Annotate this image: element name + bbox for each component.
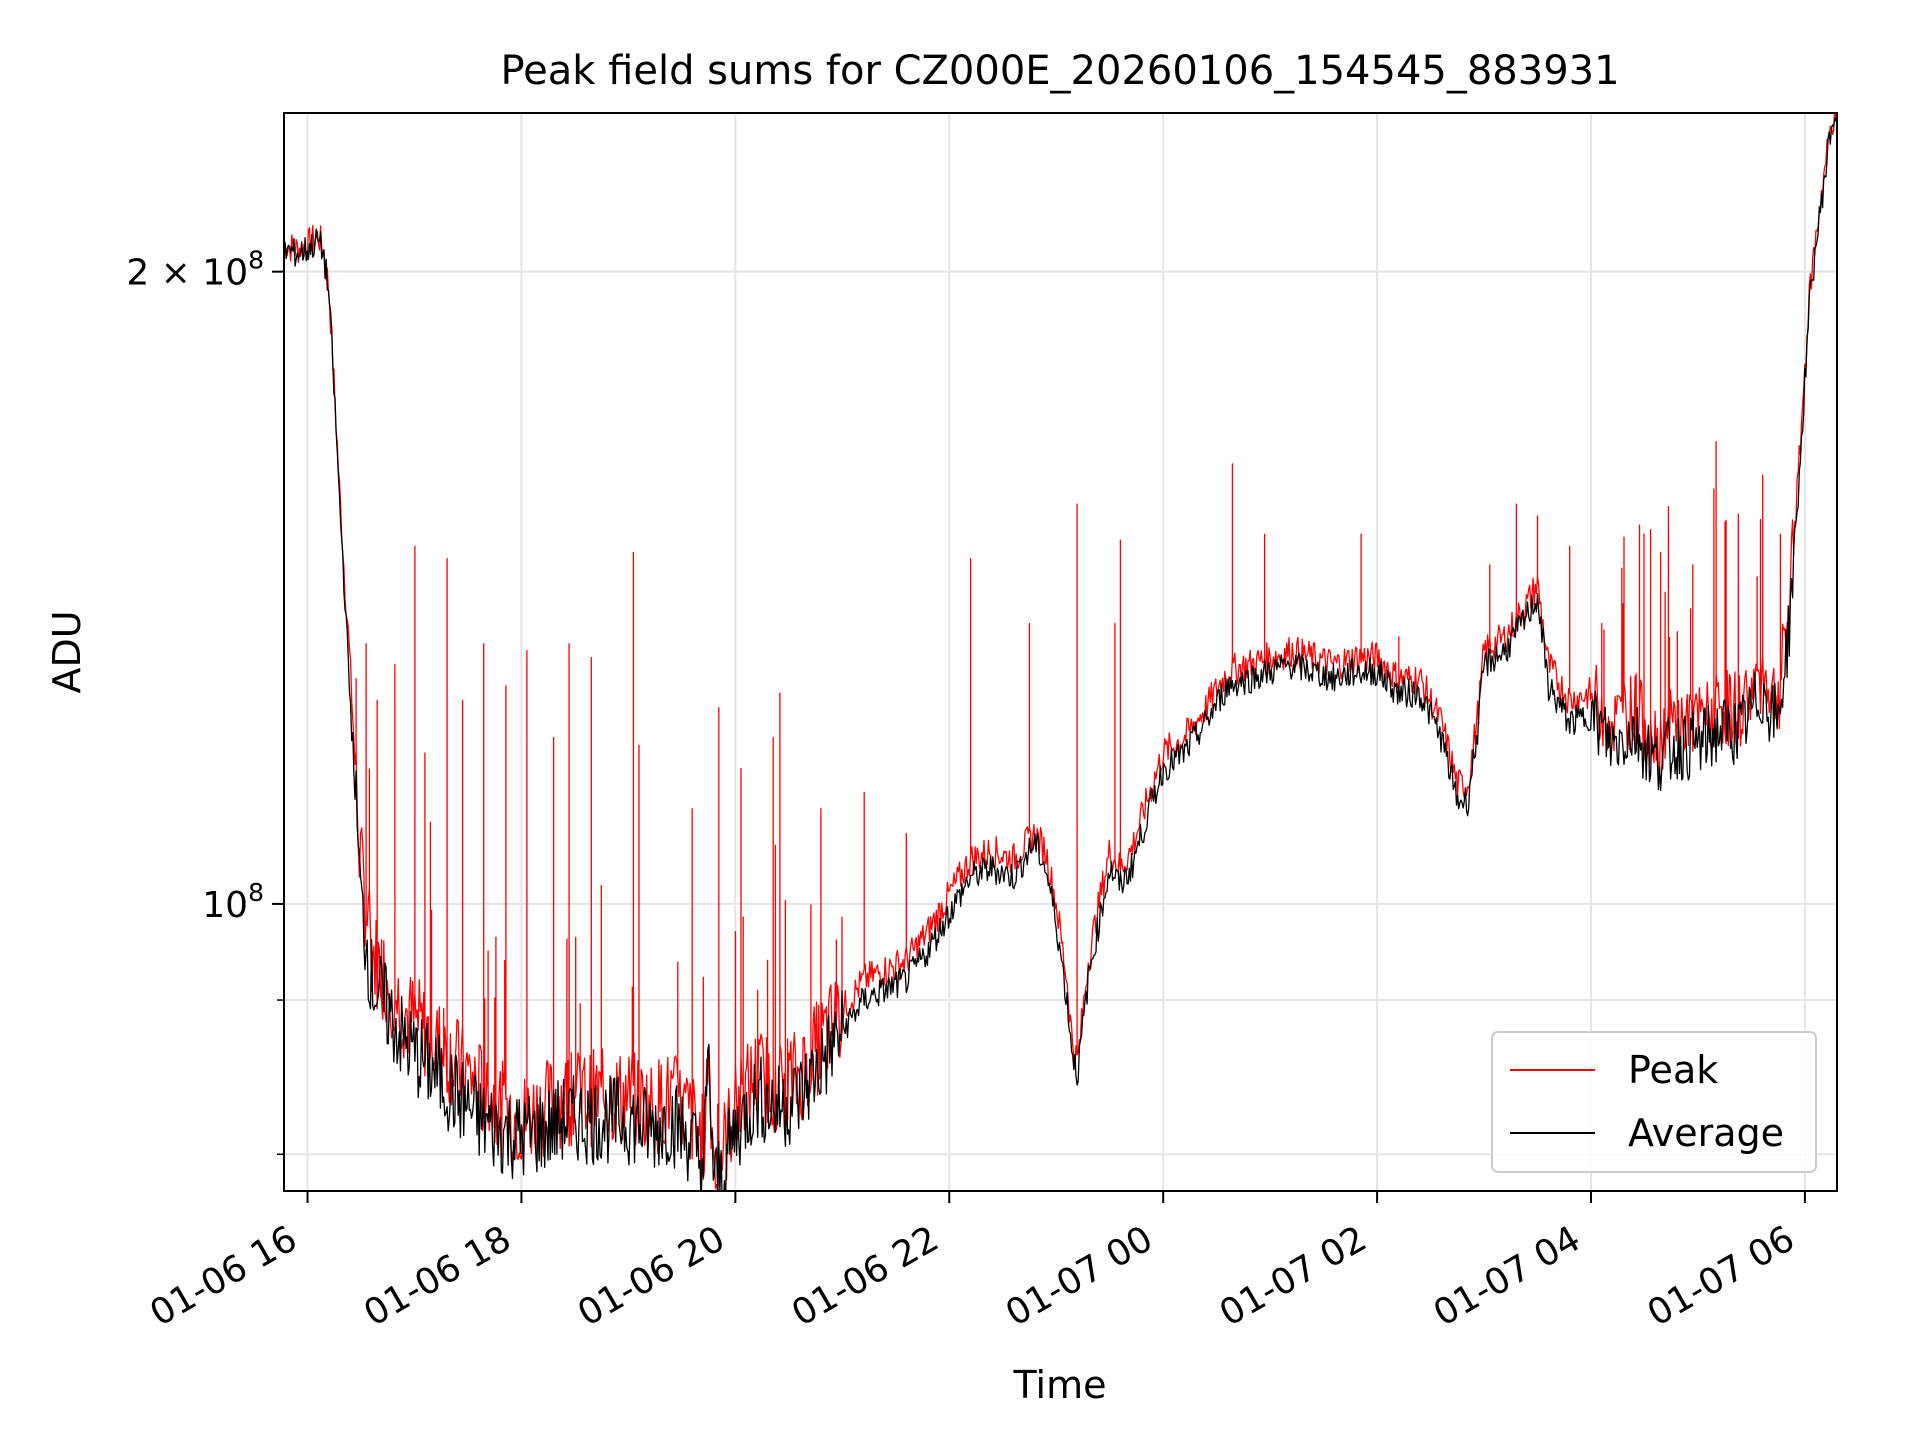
- series-layer: [284, 113, 1837, 1191]
- legend: Peak Average: [1491, 1031, 1817, 1173]
- legend-peak-label: Peak: [1628, 1048, 1718, 1092]
- series-line-average: [284, 117, 1837, 1191]
- x-axis-label: Time: [1013, 1363, 1107, 1407]
- chart-title: Peak field sums for CZ000E_20260106_1545…: [500, 48, 1619, 94]
- y-tick-label-exponent: 8: [248, 246, 264, 275]
- y-tick-label-base: 10: [202, 885, 248, 926]
- legend-average-label: Average: [1628, 1111, 1784, 1155]
- y-tick-label-exponent: 8: [248, 878, 264, 907]
- y-tick-label-0: 108: [202, 878, 264, 926]
- plot-area-frame: [283, 112, 1838, 1192]
- y-tick-label-base: 2 × 10: [126, 253, 248, 294]
- legend-box: [1491, 1031, 1817, 1173]
- y-axis-label: ADU: [45, 610, 89, 693]
- y-tick-label-1: 2 × 108: [126, 246, 264, 294]
